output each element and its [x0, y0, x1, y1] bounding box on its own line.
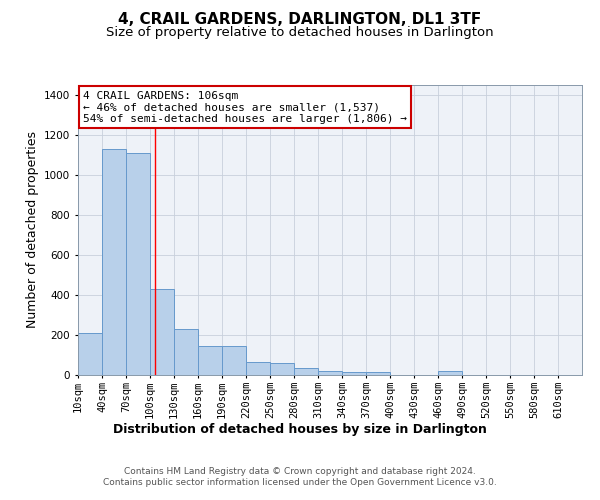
Bar [150, 289, 174, 375]
Bar [318, 371, 342, 375]
Text: 4, CRAIL GARDENS, DARLINGTON, DL1 3TF: 4, CRAIL GARDENS, DARLINGTON, DL1 3TF [118, 12, 482, 28]
Y-axis label: Number of detached properties: Number of detached properties [26, 132, 38, 328]
Bar [222, 346, 246, 375]
Bar [102, 149, 126, 375]
Bar [198, 346, 222, 375]
Bar [342, 372, 366, 375]
Bar [174, 329, 198, 375]
Bar [270, 363, 294, 375]
Text: Contains HM Land Registry data © Crown copyright and database right 2024.
Contai: Contains HM Land Registry data © Crown c… [103, 468, 497, 487]
Bar [78, 333, 102, 375]
Bar [126, 153, 150, 375]
Bar [294, 368, 318, 375]
Text: Distribution of detached houses by size in Darlington: Distribution of detached houses by size … [113, 422, 487, 436]
Bar [366, 372, 390, 375]
Text: Size of property relative to detached houses in Darlington: Size of property relative to detached ho… [106, 26, 494, 39]
Text: 4 CRAIL GARDENS: 106sqm
← 46% of detached houses are smaller (1,537)
54% of semi: 4 CRAIL GARDENS: 106sqm ← 46% of detache… [83, 91, 407, 124]
Bar [246, 362, 270, 375]
Bar [438, 371, 462, 375]
